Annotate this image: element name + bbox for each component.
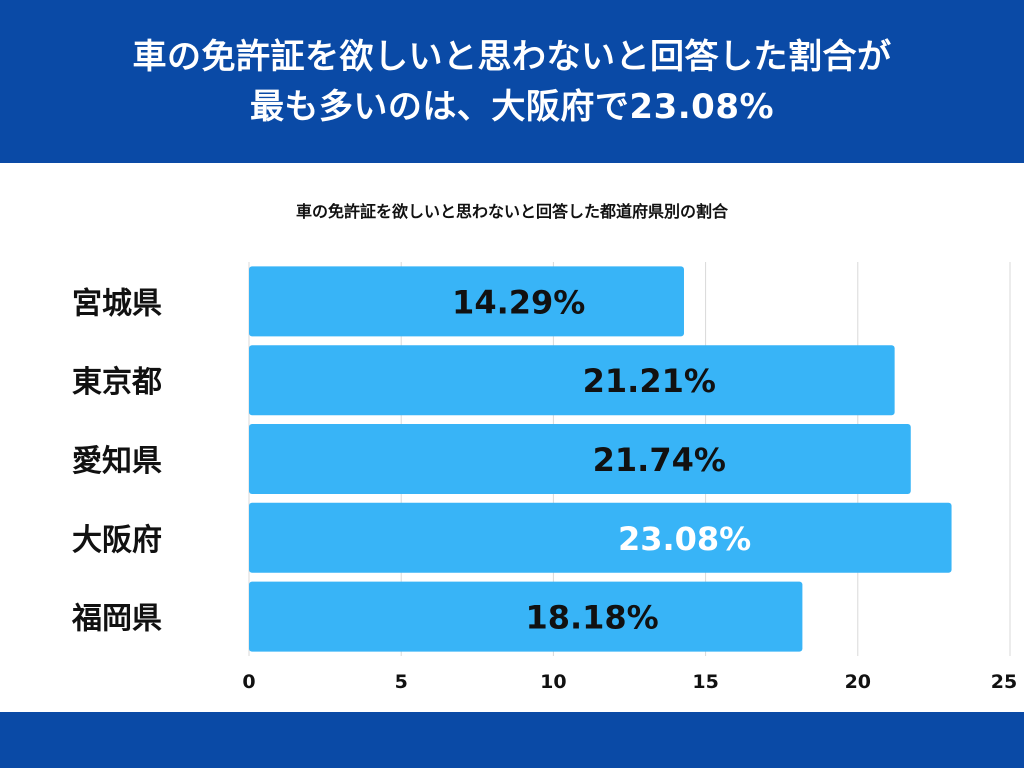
data-label-5: 18.18% [525,599,658,637]
category-label-3: 愛知県 [72,444,162,479]
footer-bar [0,712,1024,768]
x-tick-label-0: 0 [242,671,255,693]
x-tick-label-15: 15 [692,671,718,693]
x-tick-label-20: 20 [845,671,871,693]
bar-4 [249,502,952,573]
headline-line-1: 車の免許証を欲しいと思わないと回答した割合が [132,36,892,77]
x-tick-label-5: 5 [395,671,408,693]
data-label-2: 21.21% [583,362,716,400]
category-label-1: 宮城県 [72,286,162,321]
data-label-3: 21.74% [593,441,726,479]
bar-5 [249,581,803,652]
x-tick-label-10: 10 [540,671,566,693]
category-label-5: 福岡県 [71,602,162,637]
data-label-1: 14.29% [452,283,585,321]
header-banner: 車の免許証を欲しいと思わないと回答した割合が 最も多いのは、大阪府で23.08% [0,0,1024,163]
bar-1 [249,266,684,337]
chart-title: 車の免許証を欲しいと思わないと回答した都道府県別の割合 [295,202,728,221]
x-tick-label-25: 25 [991,671,1017,693]
headline-line-2: 最も多いのは、大阪府で23.08% [249,86,775,127]
category-label-4: 大阪府 [72,523,162,558]
data-label-4: 23.08% [618,520,751,558]
bar-2 [249,345,895,416]
bar-3 [249,424,911,494]
category-label-2: 東京都 [72,365,162,400]
